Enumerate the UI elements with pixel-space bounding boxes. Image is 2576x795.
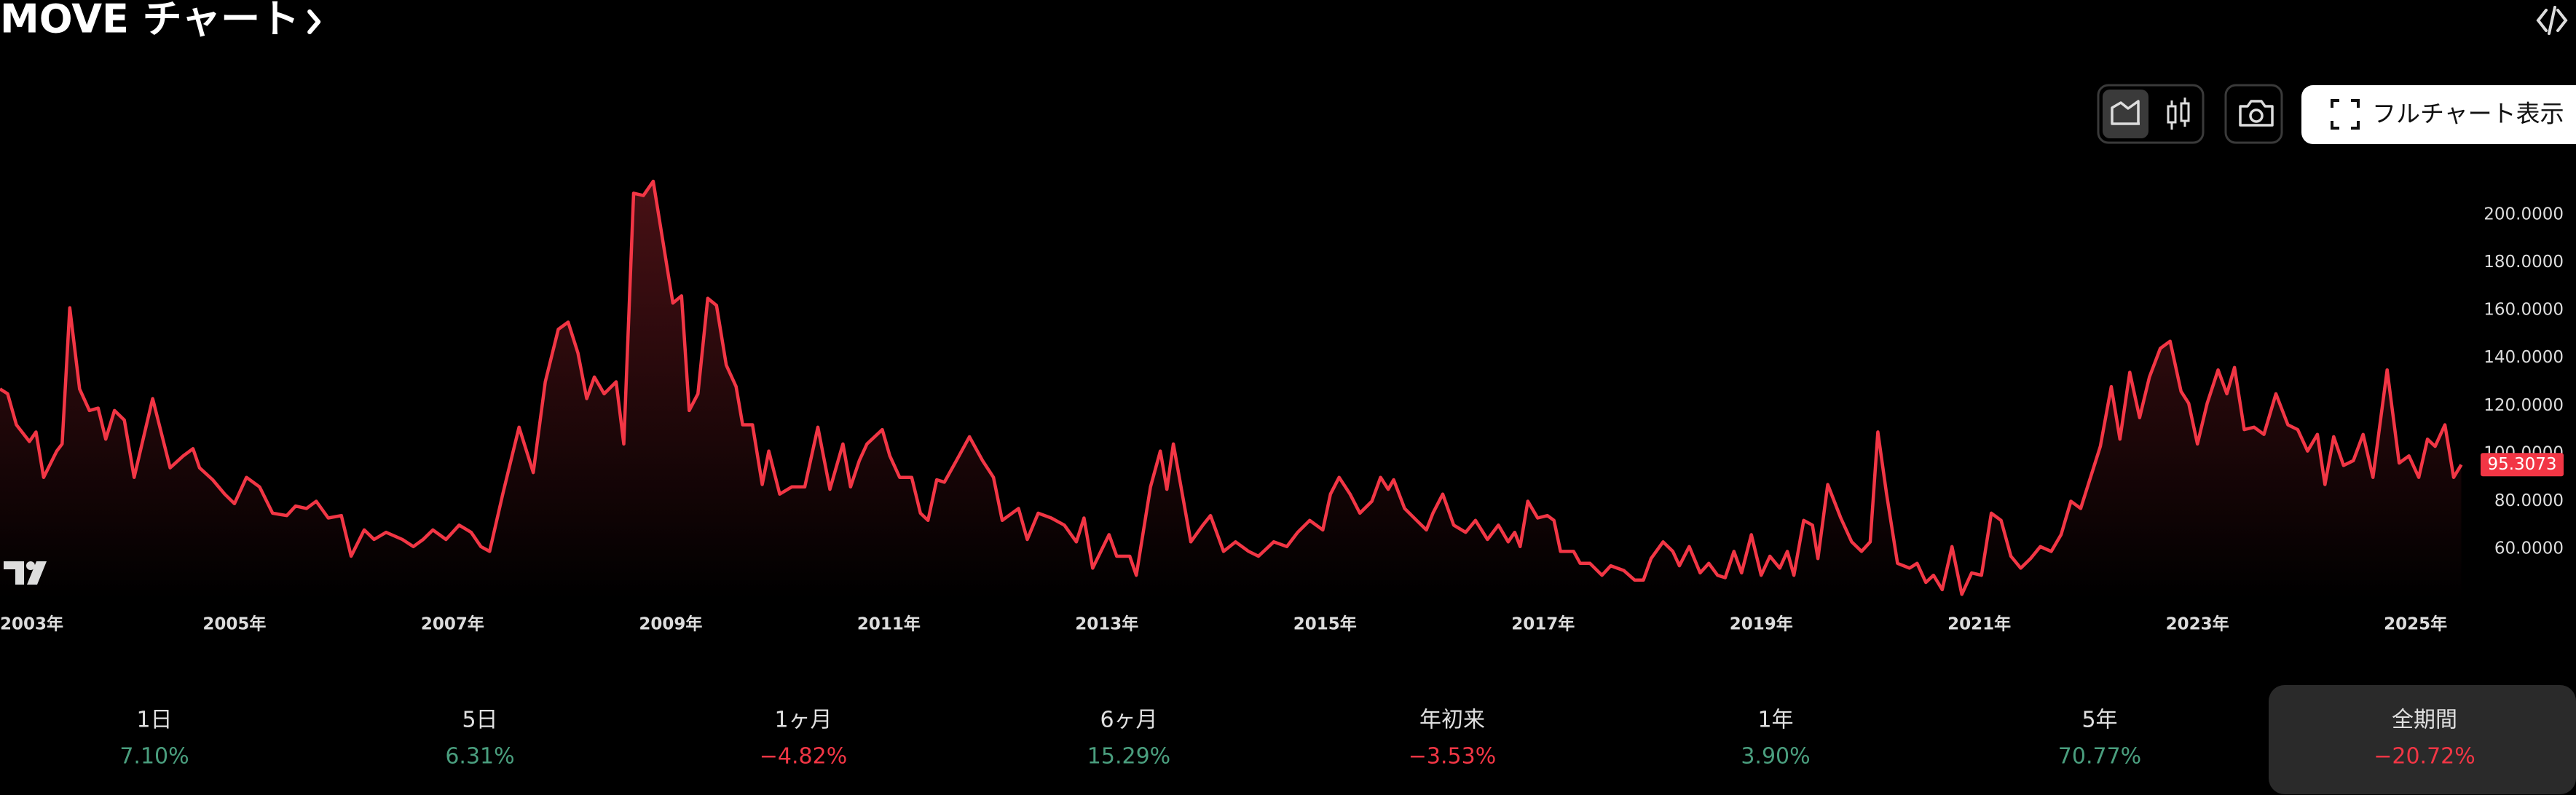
x-tick-label: 2023年 [2166, 614, 2229, 634]
area-fill [0, 181, 2462, 599]
period-change[interactable]: 7.10% [119, 744, 189, 770]
period-label[interactable]: 年初来 [1419, 708, 1485, 733]
period-tab-selected[interactable] [2269, 685, 2576, 794]
period-change[interactable]: 3.90% [1741, 744, 1810, 770]
period-tab[interactable]: 全期間 −20.72% [2269, 685, 2576, 794]
period-label[interactable]: 1ヶ月 [774, 708, 832, 733]
snapshot-button[interactable] [2224, 84, 2283, 144]
candle-button-bg[interactable] [2156, 90, 2199, 138]
x-tick-label: 2015年 [1293, 614, 1357, 634]
period-tab[interactable]: 年初来 −3.53% [1409, 708, 1496, 770]
period-label[interactable]: 全期間 [2392, 708, 2457, 733]
area-icon [2111, 100, 2140, 125]
period-label[interactable]: 1年 [1757, 708, 1793, 733]
logo-part [4, 561, 24, 585]
tradingview-logo [4, 561, 47, 585]
title-chevron[interactable] [307, 9, 321, 34]
full-chart-button[interactable]: フルチャート表示 [2301, 85, 2576, 144]
period-change[interactable]: −4.82% [760, 744, 847, 770]
x-tick-label: 2017年 [1511, 614, 1575, 634]
x-tick-label: 2021年 [1947, 614, 2011, 634]
full-chart-label[interactable]: フルチャート表示 [2372, 100, 2564, 128]
y-tick-label: 200.0000 [2484, 205, 2564, 224]
y-tick-label: 160.0000 [2484, 301, 2564, 320]
period-tab[interactable]: 1日 7.10% [119, 708, 189, 770]
period-tab[interactable]: 1ヶ月 −4.82% [760, 708, 847, 770]
period-tab[interactable]: 6ヶ月 15.29% [1087, 708, 1170, 770]
period-label[interactable]: 1日 [136, 708, 172, 733]
fullscreen-icon [2331, 99, 2360, 130]
plot [0, 179, 2463, 599]
period-tab[interactable]: 5日 6.31% [445, 708, 514, 770]
x-tick-label: 2011年 [857, 614, 921, 634]
chart-title[interactable]: MOVE チャート [0, 0, 299, 42]
y-tick-label: 140.0000 [2484, 348, 2564, 367]
logo-part [27, 561, 47, 585]
snapshot-button-bg[interactable] [2224, 84, 2283, 144]
x-axis: 2003年 2005年 2007年 2009年 2011年 2013年 2015年 2017年… [0, 614, 2447, 634]
period-label[interactable]: 5年 [2081, 708, 2117, 733]
period-tab[interactable]: 1年 3.90% [1741, 708, 1810, 770]
period-label[interactable]: 6ヶ月 [1100, 708, 1157, 733]
y-axis: 60.000080.0000100.0000120.0000140.000016… [2481, 205, 2564, 558]
full-chart-button-bg[interactable] [2301, 85, 2576, 144]
x-tick-label: 2025年 [2384, 614, 2447, 634]
period-change[interactable]: −20.72% [2374, 744, 2475, 770]
x-tick-label: 2007年 [421, 614, 484, 634]
camera-icon [2239, 100, 2274, 127]
period-change[interactable]: 70.77% [2058, 744, 2141, 770]
last-value-box [2481, 453, 2564, 477]
camera-lens [2249, 108, 2264, 123]
candle-button[interactable] [2156, 90, 2199, 138]
period-tab[interactable]: 5年 70.77% [2058, 708, 2141, 770]
last-value-label: 95.3073 [2487, 455, 2556, 474]
y-tick-label: 80.0000 [2494, 491, 2564, 510]
period-tabs: 1日 7.10% 5日 6.31% 1ヶ月 −4.82% 6ヶ月 15.29% 年初来 −3.53… [119, 685, 2576, 794]
x-tick-label: 2005年 [202, 614, 266, 634]
x-tick-label: 2019年 [1730, 614, 1793, 634]
x-tick-label: 2009年 [639, 614, 702, 634]
x-tick-label: 2003年 [0, 614, 63, 634]
period-label[interactable]: 5日 [462, 708, 497, 733]
logo-part [26, 561, 35, 570]
candle-body [2180, 102, 2190, 122]
period-change[interactable]: 15.29% [1087, 744, 1170, 770]
period-change[interactable]: −3.53% [1409, 744, 1496, 770]
y-tick-label: 120.0000 [2484, 396, 2564, 415]
line-style-button[interactable] [2103, 90, 2148, 138]
x-tick-label: 2013年 [1075, 614, 1138, 634]
period-change[interactable]: 6.31% [445, 744, 514, 770]
series-line [0, 179, 2463, 596]
candle-body [2167, 105, 2177, 124]
embed-icon[interactable] [2536, 6, 2568, 35]
y-tick-label: 60.0000 [2494, 539, 2564, 558]
y-tick-label: 180.0000 [2484, 253, 2564, 272]
